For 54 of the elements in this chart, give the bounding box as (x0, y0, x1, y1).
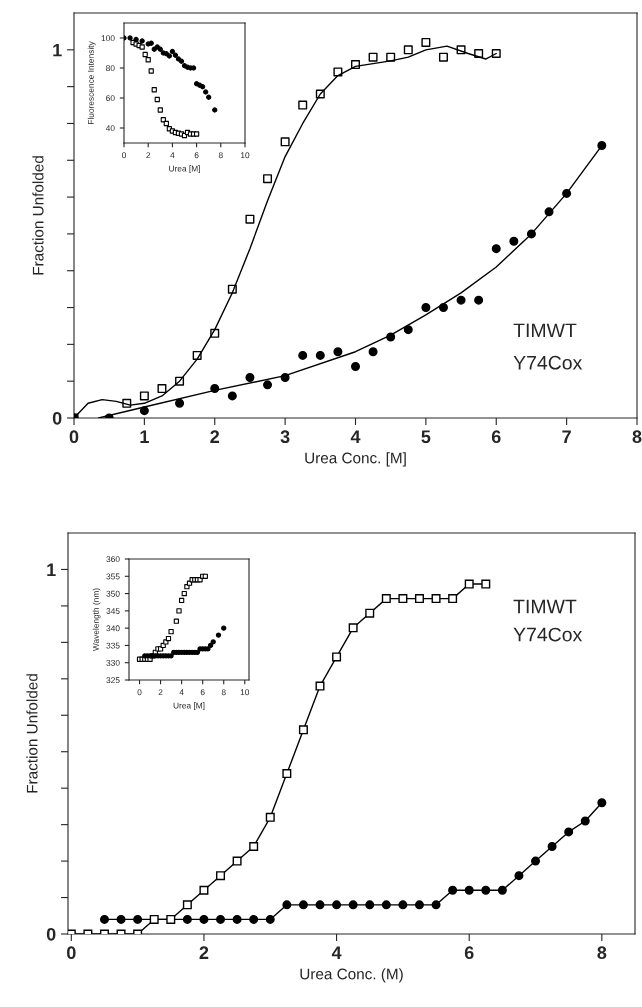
y-tick-label: 100 (101, 35, 115, 42)
y-axis-title: Fraction Unfolded (32, 156, 44, 275)
y-tick-label: 330 (106, 659, 120, 666)
x-tick-label: 2 (210, 430, 220, 443)
x-tick-label: 0 (69, 430, 79, 444)
x-tick-label: 10 (240, 689, 250, 696)
y-tick-label: 60 (106, 95, 115, 102)
x-tick-label: 8 (221, 689, 226, 696)
x-tick-label: 10 (241, 152, 250, 159)
y-tick-label: 345 (106, 608, 120, 614)
y-tick-label: 325 (106, 677, 120, 684)
x-axis-title: Urea [M] (169, 165, 200, 174)
x-tick-label: 2 (199, 946, 209, 959)
x-tick-label: 4 (331, 946, 342, 959)
annotation: Y74Cox (513, 355, 583, 370)
y-tick-label: 1 (47, 563, 56, 576)
x-axis-title: Urea [M] (173, 702, 205, 711)
x-tick-label: 1 (140, 430, 149, 443)
x-tick-label: 6 (194, 152, 199, 159)
x-tick-label: 8 (632, 430, 642, 444)
x-tick-label: 8 (218, 152, 223, 159)
y-axis-title: Fluorescence Intensity (87, 41, 96, 124)
x-tick-label: 5 (421, 430, 431, 444)
y-tick-label: 0 (52, 411, 62, 425)
x-tick-label: 0 (137, 689, 142, 696)
y-tick-label: 1 (53, 43, 62, 57)
x-tick-label: 2 (158, 689, 163, 696)
x-tick-label: 4 (350, 430, 361, 443)
annotation: TIMWT (513, 323, 577, 338)
x-tick-label: 8 (597, 946, 607, 960)
y-axis-title: Fraction Unfolded (26, 674, 38, 793)
x-axis-title: Urea Conc. [M] (305, 452, 406, 467)
y-tick-label: 340 (106, 625, 120, 632)
x-tick-label: 6 (200, 689, 205, 696)
x-tick-label: 3 (280, 430, 290, 444)
annotation: Y74Cox (513, 627, 583, 642)
y-tick-label: 360 (106, 556, 120, 563)
y-tick-label: 355 (106, 573, 120, 580)
x-tick-label: 6 (464, 946, 474, 960)
annotation: TIMWT (513, 599, 577, 614)
x-tick-label: 2 (146, 152, 151, 159)
y-tick-label: 335 (106, 642, 120, 649)
x-tick-label: 0 (122, 152, 126, 159)
x-tick-label: 4 (170, 152, 175, 159)
x-tick-label: 7 (562, 430, 571, 443)
x-axis-title: Urea Conc. (M) (300, 968, 403, 983)
y-tick-label: 40 (105, 125, 115, 132)
x-tick-label: 4 (179, 689, 184, 696)
y-axis-title: Wavelength (nm) (92, 588, 101, 652)
y-tick-label: 350 (106, 590, 120, 597)
x-tick-label: 0 (67, 946, 76, 960)
y-tick-label: 0 (46, 927, 56, 941)
y-tick-label: 80 (106, 65, 115, 72)
x-tick-label: 6 (491, 430, 501, 444)
